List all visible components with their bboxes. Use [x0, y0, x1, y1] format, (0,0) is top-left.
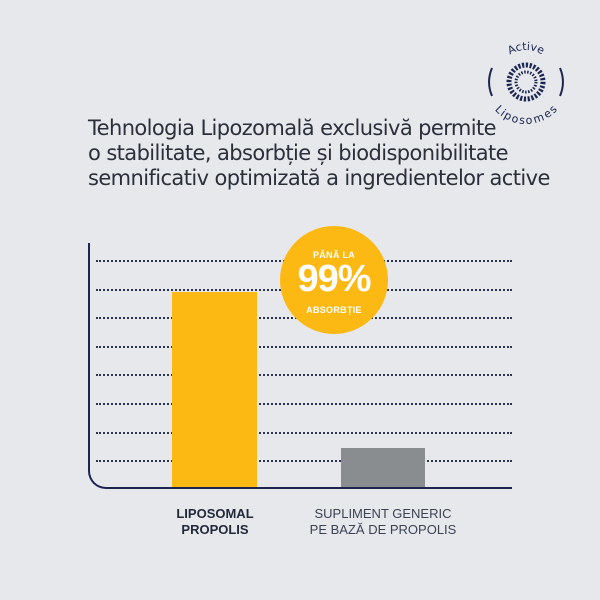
x-label-generic: SUPLIMENT GENERIC PE BAZĂ DE PROPOLIS	[298, 506, 468, 538]
absorption-badge: PÂNĂ LA 99% ABSORBȚIE	[280, 226, 388, 334]
chart-axis	[88, 243, 512, 489]
grid-line	[96, 460, 512, 462]
grid-line	[96, 346, 512, 348]
grid-line	[96, 374, 512, 376]
headline: Tehnologia Lipozomală exclusivă permite …	[88, 116, 550, 191]
headline-line-2: o stabilitate, absorbție și biodisponibi…	[88, 141, 509, 165]
headline-line-3: semnificativ optimizată a ingredientelor…	[88, 166, 550, 190]
bar-generic-supplement	[341, 447, 425, 487]
x-label-line: PE BAZĂ DE PROPOLIS	[309, 522, 457, 537]
x-label-liposomal: LIPOSOMAL PROPOLIS	[150, 506, 280, 538]
x-label-line: PROPOLIS	[181, 522, 249, 537]
x-label-line: SUPLIMENT GENERIC	[314, 506, 452, 521]
logo-top-text: Active	[505, 40, 546, 57]
x-label-line: LIPOSOMAL	[176, 506, 254, 521]
svg-text:Active: Active	[505, 40, 546, 57]
badge-pre-text: PÂNĂ LA	[312, 250, 356, 260]
bar-liposomal-propolis	[172, 291, 257, 487]
active-liposomes-logo: Active Liposomes	[488, 40, 564, 126]
grid-line	[96, 403, 512, 405]
headline-line-1: Tehnologia Lipozomală exclusivă permite	[88, 116, 497, 140]
grid-line	[96, 432, 512, 434]
liposome-icon	[506, 62, 546, 102]
badge-post-text: ABSORBȚIE	[306, 305, 362, 315]
badge-value: 99%	[297, 258, 371, 300]
